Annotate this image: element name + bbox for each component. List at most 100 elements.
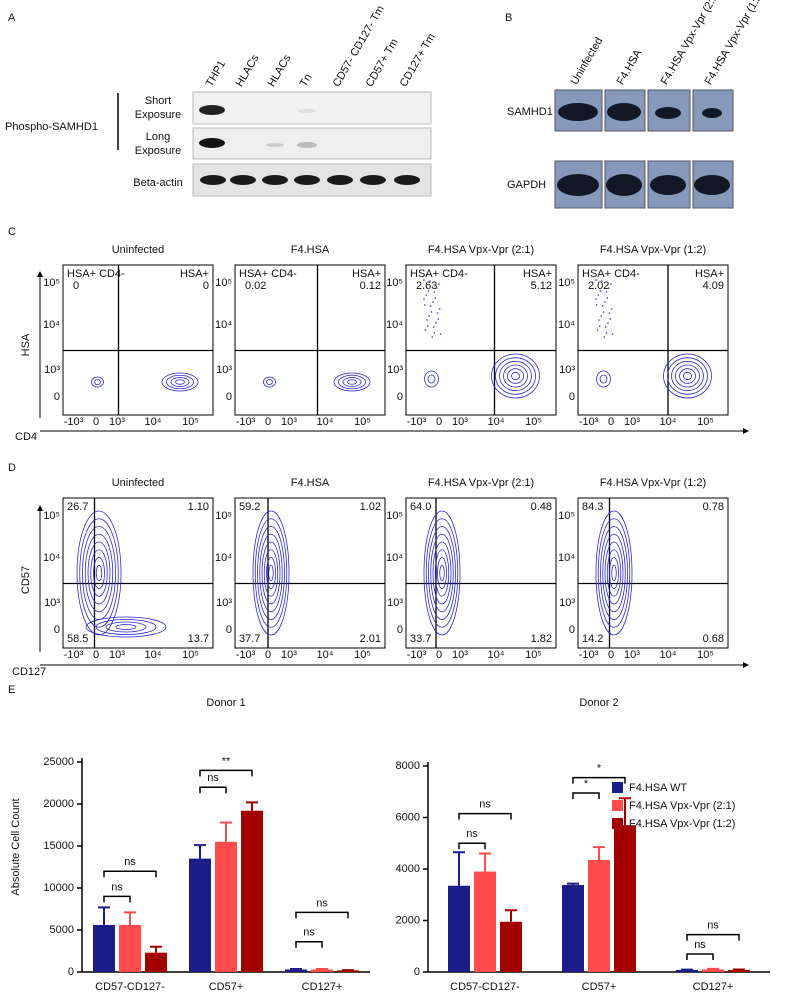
y-tick-label: 10⁴ bbox=[386, 319, 403, 331]
x-tick-label: 10⁵ bbox=[354, 416, 371, 428]
y-tick-label: 10³ bbox=[559, 597, 575, 609]
x-tick-label: 10⁵ bbox=[525, 416, 542, 428]
y-tick-label: 10³ bbox=[44, 597, 60, 609]
x-tick-label: 10⁵ bbox=[697, 649, 714, 661]
gate-label: HSA+ CD4- bbox=[410, 268, 468, 280]
event-dot bbox=[604, 301, 606, 303]
event-dot bbox=[427, 290, 430, 292]
y-tick-label: 10⁴ bbox=[215, 552, 232, 564]
event-dot bbox=[438, 308, 441, 310]
event-dot bbox=[423, 279, 425, 281]
y-tick-label: 10000 bbox=[43, 882, 74, 894]
event-dot bbox=[599, 290, 602, 292]
x-tick-label: 10³ bbox=[624, 416, 640, 428]
y-tick-label: 10³ bbox=[387, 597, 403, 609]
event-dot bbox=[600, 315, 603, 317]
bar bbox=[215, 841, 237, 972]
error-bar bbox=[479, 852, 491, 872]
x-tick-label: 0 bbox=[93, 649, 99, 661]
bar bbox=[189, 858, 211, 972]
error-bar bbox=[124, 911, 136, 925]
y-tick-label: 5000 bbox=[50, 924, 74, 936]
density-contour bbox=[434, 549, 450, 597]
significance-bracket bbox=[199, 769, 253, 777]
y-tick-label: 10⁵ bbox=[386, 277, 403, 289]
plot-title: F4.HSA Vpx-Vpr (2:1) bbox=[428, 244, 534, 256]
gate-value: 0.78 bbox=[703, 501, 724, 513]
x-tick-label: 10⁴ bbox=[660, 649, 677, 661]
legend-label: F4.HSA WT bbox=[629, 782, 687, 794]
y-tick-label: 10³ bbox=[559, 364, 575, 376]
bar bbox=[614, 825, 636, 972]
x-tick-label: -10³ bbox=[579, 416, 599, 428]
band bbox=[266, 143, 284, 147]
bar bbox=[337, 970, 359, 972]
x-tick-label: 10⁵ bbox=[182, 649, 199, 661]
x-tick-label: CD127+ bbox=[693, 981, 734, 993]
event-dot bbox=[432, 326, 435, 328]
density-contour bbox=[671, 360, 704, 392]
event-dot bbox=[423, 304, 426, 306]
density-contour bbox=[338, 374, 366, 390]
gate-value: 0 bbox=[203, 280, 209, 292]
gate-value: 37.7 bbox=[239, 633, 260, 645]
gate-value: 1.10 bbox=[188, 501, 209, 513]
event-dot bbox=[601, 305, 604, 307]
y-tick-label: 2000 bbox=[396, 914, 420, 926]
bar bbox=[311, 969, 333, 972]
error-bar bbox=[593, 846, 605, 860]
band bbox=[199, 138, 225, 148]
bar bbox=[474, 871, 496, 972]
gate-value: 2.63 bbox=[416, 280, 437, 292]
x-tick-label: 10⁴ bbox=[488, 416, 505, 428]
gate-value: 84.3 bbox=[582, 501, 603, 513]
event-dot bbox=[601, 280, 603, 282]
plot-title: F4.HSA bbox=[291, 477, 330, 489]
gate-value: 0.48 bbox=[531, 501, 552, 513]
y-tick-label: 10⁵ bbox=[558, 277, 575, 289]
gate-value: 2.02 bbox=[588, 280, 609, 292]
y-tick-label: 0 bbox=[54, 391, 60, 403]
density-contour bbox=[599, 374, 608, 384]
band bbox=[394, 175, 420, 185]
x-tick-label: 0 bbox=[265, 416, 271, 428]
error-bar bbox=[619, 797, 631, 826]
event-dot bbox=[610, 308, 613, 310]
event-dot bbox=[428, 315, 431, 317]
legend-swatch bbox=[612, 800, 623, 811]
x-tick-label: 10³ bbox=[452, 416, 468, 428]
blot-short bbox=[192, 91, 432, 125]
significance-label: ns bbox=[111, 881, 123, 893]
event-dot bbox=[611, 333, 614, 335]
event-dot bbox=[604, 326, 607, 328]
plot-frame bbox=[405, 264, 557, 416]
plot-title: F4.HSA Vpx-Vpr (2:1) bbox=[428, 477, 534, 489]
significance-bracket bbox=[458, 812, 512, 820]
density-contour bbox=[76, 510, 122, 636]
plot-frame bbox=[577, 264, 729, 416]
y-tick-label: 0 bbox=[414, 966, 420, 978]
x-tick-label: 0 bbox=[93, 416, 99, 428]
density-contour bbox=[430, 533, 454, 613]
density-contour bbox=[424, 370, 439, 388]
x-tick-label: 0 bbox=[436, 416, 442, 428]
significance-label: ns bbox=[303, 927, 315, 939]
density-contour bbox=[423, 510, 461, 636]
gate-value: 0.02 bbox=[245, 280, 266, 292]
panel-label: B bbox=[505, 12, 512, 24]
plot-frame bbox=[62, 264, 214, 416]
error-bar bbox=[220, 821, 232, 842]
band bbox=[360, 175, 386, 185]
event-dot bbox=[423, 298, 425, 300]
legend-label: F4.HSA Vpx-Vpr (1:2) bbox=[629, 818, 735, 830]
significance-label: ns bbox=[707, 920, 719, 932]
panel-label: D bbox=[8, 462, 16, 474]
event-dot bbox=[425, 294, 428, 296]
x-tick-label: 10³ bbox=[109, 416, 125, 428]
bar bbox=[285, 969, 307, 972]
density-contour bbox=[511, 371, 520, 381]
plot-frame bbox=[234, 264, 386, 416]
lane-label: Tn bbox=[298, 72, 315, 89]
x-tick-label: -10³ bbox=[407, 416, 427, 428]
error-bar bbox=[246, 801, 258, 811]
